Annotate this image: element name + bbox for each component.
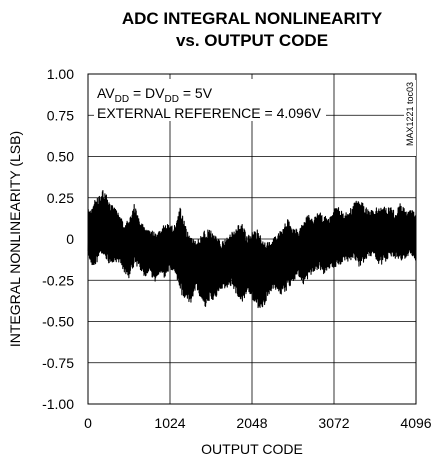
chart-title-line1: ADC INTEGRAL NONLINEARITY xyxy=(122,9,383,28)
inl-series xyxy=(87,189,417,309)
x-tick-label: 2048 xyxy=(236,415,267,431)
x-tick-labels: 0 1024 2048 3072 4096 xyxy=(84,415,432,431)
figure-code-background xyxy=(404,80,416,156)
figure-code: MAX1221 toc03 xyxy=(405,82,415,146)
chart-title-line2: vs. OUTPUT CODE xyxy=(176,31,328,50)
x-tick-label: 0 xyxy=(84,415,92,431)
inl-trace xyxy=(87,189,417,309)
y-tick-label: -0.25 xyxy=(42,272,74,288)
plot-frame xyxy=(87,73,417,405)
y-tick-label: -1.00 xyxy=(42,396,74,412)
y-axis-label: INTEGRAL NONLINEARITY (LSB) xyxy=(7,131,23,347)
x-tick-label: 3072 xyxy=(318,415,349,431)
y-tick-label: -0.50 xyxy=(42,314,74,330)
annotation-background xyxy=(94,79,326,121)
x-tick-label: 4096 xyxy=(400,415,431,431)
y-tick-label: 0.25 xyxy=(47,190,74,206)
y-tick-label: 1.00 xyxy=(47,66,74,82)
x-tick-label: 1024 xyxy=(154,415,185,431)
y-tick-labels: 1.00 0.75 0.50 0.25 0 -0.25 -0.50 -0.75 -1.00 xyxy=(42,66,74,412)
y-tick-label: 0.50 xyxy=(47,149,74,165)
y-tick-label: -0.75 xyxy=(42,355,74,371)
y-tick-label: 0 xyxy=(66,231,74,247)
annotation-line2: EXTERNAL REFERENCE = 4.096V xyxy=(97,105,322,121)
y-tick-label: 0.75 xyxy=(47,107,74,123)
x-axis-label: OUTPUT CODE xyxy=(201,441,303,457)
annotation-line1: AVDD = DVDD = 5V xyxy=(97,85,213,105)
